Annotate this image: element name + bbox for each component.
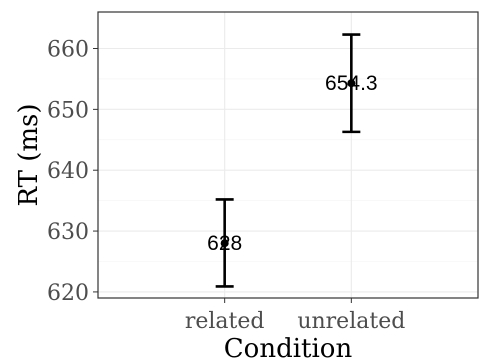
x-tick-label: related [185, 309, 265, 334]
y-axis-ticks: 620 630 640 650 660 [47, 38, 98, 306]
x-axis-ticks: related unrelated [185, 298, 405, 334]
data-point [347, 79, 356, 88]
y-tick-label: 660 [47, 38, 89, 63]
y-tick-label: 620 [47, 281, 89, 306]
panel-border [97, 11, 479, 299]
y-tick-label: 650 [47, 98, 89, 123]
y-tick-label: 630 [47, 220, 89, 245]
data-marks: 628 654.3 [207, 33, 378, 288]
data-point [220, 239, 229, 248]
y-tick-label: 640 [47, 159, 89, 184]
grid [98, 12, 478, 298]
y-axis-title: RT (ms) [14, 103, 44, 206]
x-axis-title: Condition [224, 334, 353, 362]
x-tick-label: unrelated [297, 309, 405, 334]
data-label: 628 [207, 232, 242, 255]
data-label: 654.3 [325, 72, 378, 95]
